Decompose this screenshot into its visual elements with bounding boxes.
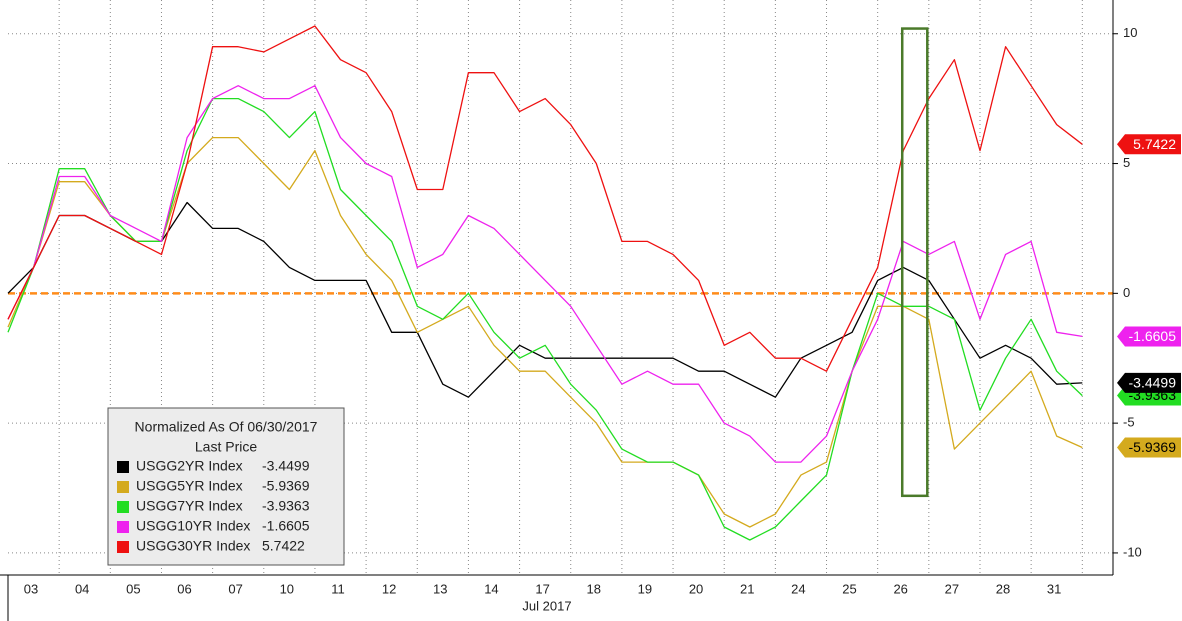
legend-swatch (117, 541, 129, 553)
legend-label: USGG30YR Index (136, 538, 250, 554)
x-tick-label: 31 (1047, 581, 1061, 596)
last-price-badge (1117, 372, 1181, 393)
x-tick-label: 24 (791, 581, 805, 596)
x-tick-label: 07 (228, 581, 242, 596)
legend-label: USGG10YR Index (136, 518, 250, 534)
x-tick-label: 28 (996, 581, 1010, 596)
x-tick-label: 20 (689, 581, 703, 596)
last-price-label: -1.6605 (1129, 328, 1177, 344)
x-axis-label: Jul 2017 (522, 598, 571, 613)
last-price-badge (1117, 437, 1181, 458)
last-price-badge (1117, 134, 1181, 155)
legend-value: -1.6605 (262, 518, 310, 534)
x-tick-label: 19 (638, 581, 652, 596)
x-tick-label: 06 (177, 581, 191, 596)
legend-label: USGG2YR Index (136, 458, 243, 474)
x-tick-label: 13 (433, 581, 447, 596)
x-tick-label: 27 (945, 581, 959, 596)
legend-subtitle: Last Price (195, 439, 257, 455)
last-price-label: -3.4499 (1129, 375, 1177, 391)
legend-value: 5.7422 (262, 538, 305, 554)
legend-value: -3.9363 (262, 498, 310, 514)
last-price-badge (1117, 326, 1181, 347)
x-tick-label: 26 (893, 581, 907, 596)
legend-swatch (117, 481, 129, 493)
x-tick-label: 17 (535, 581, 549, 596)
legend-box (107, 407, 345, 566)
x-tick-label: 10 (280, 581, 294, 596)
legend-value: -3.4499 (262, 458, 310, 474)
y-tick-label: 5 (1123, 155, 1130, 170)
last-price-label: -5.9369 (1129, 439, 1177, 455)
y-tick-label: 0 (1123, 285, 1130, 300)
x-tick-label: 25 (842, 581, 856, 596)
x-tick-label: 03 (24, 581, 38, 596)
y-tick-label: -5 (1123, 415, 1135, 430)
legend: Normalized As Of 06/30/2017 Last Price USG… (107, 407, 345, 566)
legend-swatch (117, 521, 129, 533)
x-tick-label: 11 (331, 581, 345, 596)
legend-swatch (117, 461, 129, 473)
last-price-label: 5.7422 (1133, 136, 1176, 152)
x-tick-label: 21 (740, 581, 754, 596)
legend-swatch (117, 501, 129, 513)
y-tick-label: 10 (1123, 25, 1137, 40)
x-tick-label: 04 (75, 581, 89, 596)
highlight-box (900, 27, 929, 498)
lines-layer (7, 25, 1083, 541)
legend-value: -5.9369 (262, 478, 310, 494)
x-tick-label: 14 (484, 581, 498, 596)
y-tick-label: -10 (1123, 544, 1142, 559)
legend-title: Normalized As Of 06/30/2017 (135, 419, 318, 435)
x-tick-label: 05 (126, 581, 140, 596)
legend-label: USGG7YR Index (136, 498, 243, 514)
x-tick-label: 12 (382, 581, 396, 596)
x-tick-label: 18 (587, 581, 601, 596)
legend-label: USGG5YR Index (136, 478, 243, 494)
